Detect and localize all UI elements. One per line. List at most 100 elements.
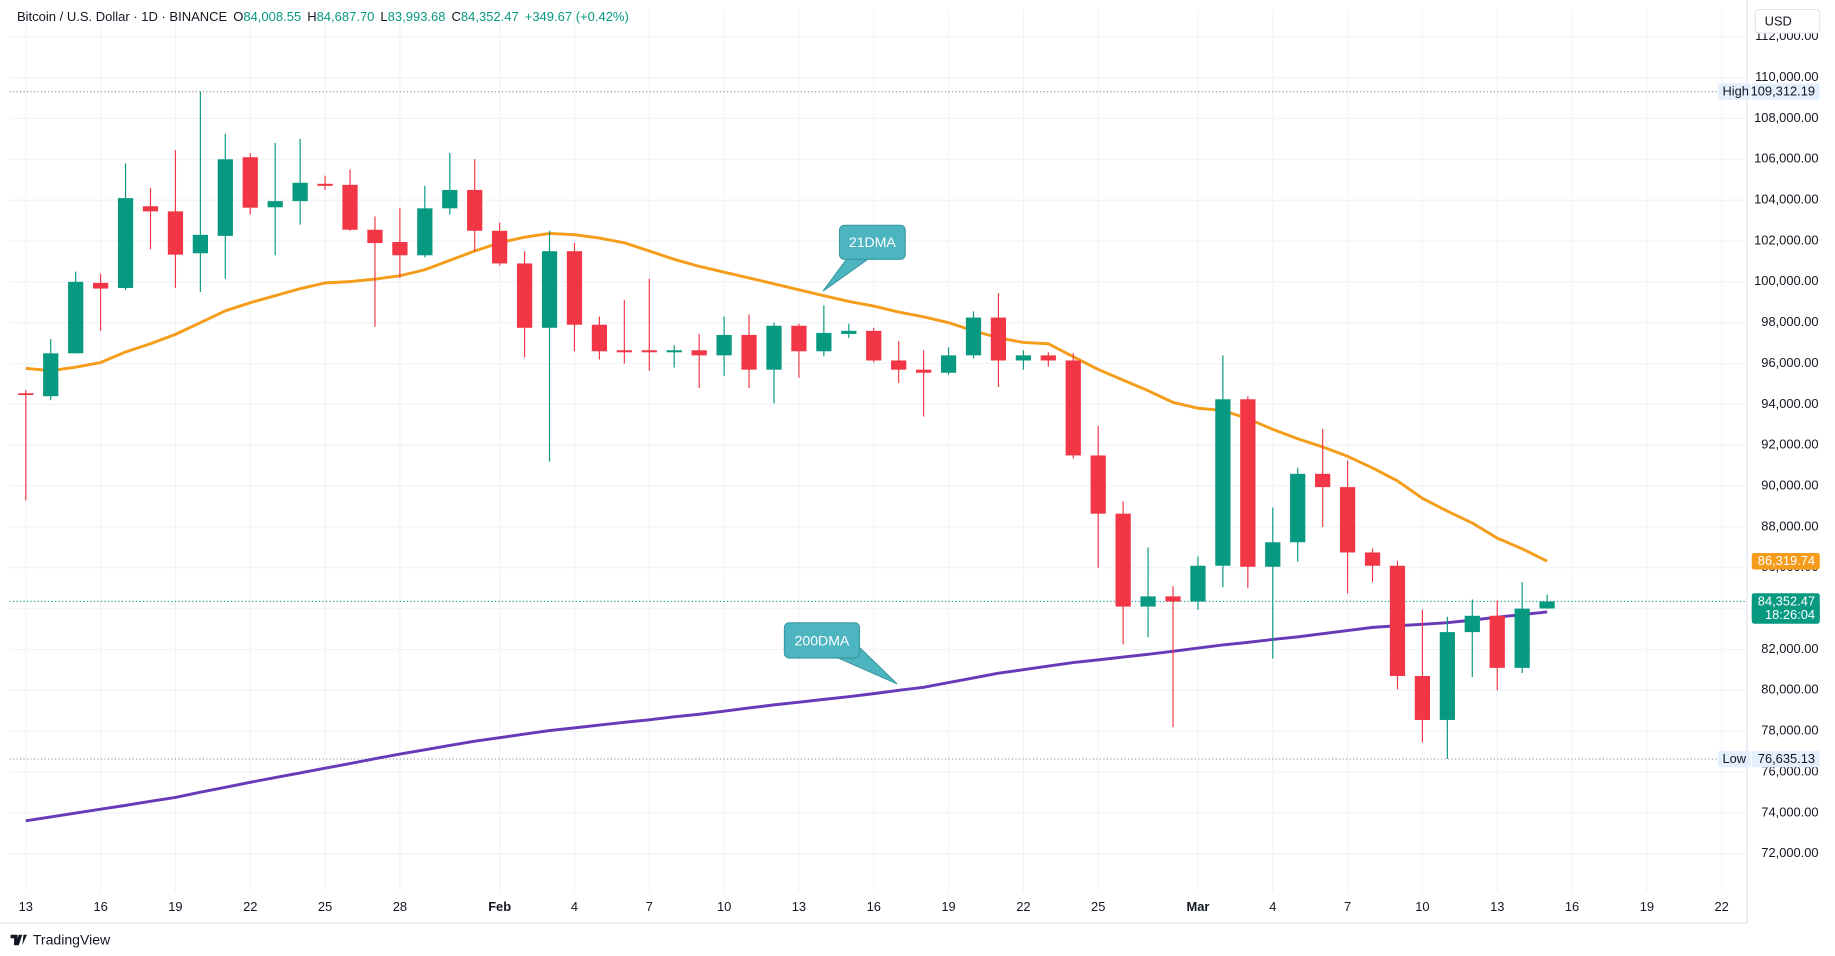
x-tick-label: 16 — [93, 899, 107, 914]
x-tick-label: Feb — [488, 899, 511, 914]
candle-body — [1389, 565, 1406, 677]
candle-body — [492, 230, 508, 264]
candle-body — [566, 251, 583, 325]
ma-line — [25, 231, 1548, 563]
candle-body — [92, 282, 109, 289]
candle-body — [616, 350, 632, 353]
marker-value-text: 76,635.13 — [1758, 751, 1815, 766]
candle-body — [1489, 615, 1505, 668]
candle-body — [591, 324, 608, 352]
callout-pointer — [822, 258, 870, 292]
candle-body — [1414, 676, 1431, 720]
y-tick-label: 78,000.00 — [1761, 723, 1818, 738]
ohlc-item: L 83,993.68 — [380, 9, 445, 24]
x-tick-label: 19 — [941, 899, 955, 914]
candle-body — [217, 159, 233, 236]
callout-box — [838, 224, 906, 260]
ohlc-value: 84,352.47 — [460, 9, 519, 24]
candle-body — [367, 229, 383, 244]
callout-label: 21DMA — [849, 234, 897, 250]
candle-body — [267, 201, 283, 208]
y-tick-label: 74,000.00 — [1761, 804, 1818, 819]
x-tick-label: 22 — [1016, 899, 1030, 914]
candle-body — [1290, 473, 1306, 543]
marker-tag-label: Low — [1722, 751, 1746, 766]
ohlc-label: O — [233, 9, 244, 24]
candle-body — [392, 242, 408, 256]
x-tick-label: 13 — [19, 899, 33, 914]
ohlc-value: 83,993.68 — [387, 9, 446, 24]
y-tick-label: 90,000.00 — [1761, 477, 1818, 492]
marker-value-box — [1751, 83, 1820, 100]
candle-body — [915, 369, 932, 373]
ma-line — [25, 610, 1548, 823]
ohlc-value: 84,687.70 — [316, 9, 375, 24]
marker-value-box — [1751, 750, 1820, 768]
ohlc-label: L — [380, 9, 388, 24]
last-price-box — [1751, 593, 1820, 624]
candle-body — [167, 211, 184, 255]
y-tick-label: 82,000.00 — [1761, 641, 1818, 656]
x-tick-label: 13 — [1490, 899, 1504, 914]
currency-label[interactable]: USD — [1765, 13, 1792, 28]
countdown-text: 18:26:04 — [1765, 607, 1815, 622]
candle-body — [891, 360, 907, 370]
y-tick-label: 108,000.00 — [1754, 110, 1818, 125]
x-tick-label: 22 — [1715, 899, 1729, 914]
legend-header: Bitcoin / U.S. Dollar · 1D · BINANCE O 84… — [17, 9, 629, 24]
candle-body — [516, 263, 533, 328]
candle-body — [990, 317, 1007, 361]
candle-body — [1065, 360, 1081, 456]
marker-tag — [1717, 83, 1751, 100]
candle-body — [1339, 487, 1356, 553]
candle-body — [1015, 355, 1032, 361]
candle-body — [691, 350, 707, 356]
ohlc-item: H 84,687.70 — [307, 9, 374, 24]
x-tick-label: 25 — [318, 899, 332, 914]
ohlc-values: O 84,008.55 H 84,687.70 L 83,993.68 C 84,352.47 — [233, 9, 519, 24]
y-tick-label: 110,000.00 — [1755, 69, 1818, 84]
candle-body — [1090, 455, 1106, 514]
candle-body — [1364, 552, 1381, 566]
callout-box — [783, 622, 861, 659]
candle-body — [242, 157, 258, 208]
candle-body — [18, 393, 34, 396]
candle-body — [541, 251, 558, 328]
y-tick-label: 104,000.00 — [1754, 192, 1818, 207]
y-tick-label: 102,000.00 — [1754, 232, 1818, 247]
currency-button[interactable] — [1754, 8, 1821, 34]
change: +349.67 (+0.42%) — [524, 9, 629, 24]
ohlc-value: 84,008.55 — [243, 9, 302, 24]
marker-tag-label: High — [1722, 84, 1748, 99]
candle-body — [1539, 601, 1555, 609]
ma-value-box — [1751, 553, 1820, 570]
x-tick-label: 25 — [1091, 899, 1105, 914]
candle-body — [766, 325, 782, 370]
candle-body — [417, 208, 433, 256]
ma-value-text: 86,319.74 — [1758, 553, 1815, 568]
y-tick-label: 92,000.00 — [1761, 437, 1818, 452]
brand-name: TradingView — [33, 931, 111, 947]
ohlc-item: O 84,008.55 — [233, 9, 301, 24]
candle-body — [1514, 608, 1530, 668]
candle-body — [467, 189, 483, 231]
candle-body — [641, 350, 657, 353]
candle-body — [43, 353, 59, 397]
candle-body — [866, 330, 882, 361]
y-tick-label: 80,000.00 — [1761, 682, 1818, 697]
y-tick-label: 96,000.00 — [1761, 355, 1818, 370]
marker-value-text: 109,312.19 — [1751, 84, 1815, 99]
candle-body — [317, 183, 333, 186]
candle-body — [666, 350, 682, 353]
candle-body — [741, 334, 757, 370]
x-tick-label: 13 — [792, 899, 806, 914]
x-tick-label: 7 — [1344, 899, 1351, 914]
candle-body — [1215, 399, 1231, 566]
candle-body — [342, 184, 358, 230]
ohlc-item: C 84,352.47 — [452, 9, 519, 24]
candle-body — [117, 198, 134, 288]
x-tick-label: 19 — [1640, 899, 1654, 914]
x-tick-label: 16 — [867, 899, 881, 914]
x-tick-label: 28 — [393, 899, 407, 914]
